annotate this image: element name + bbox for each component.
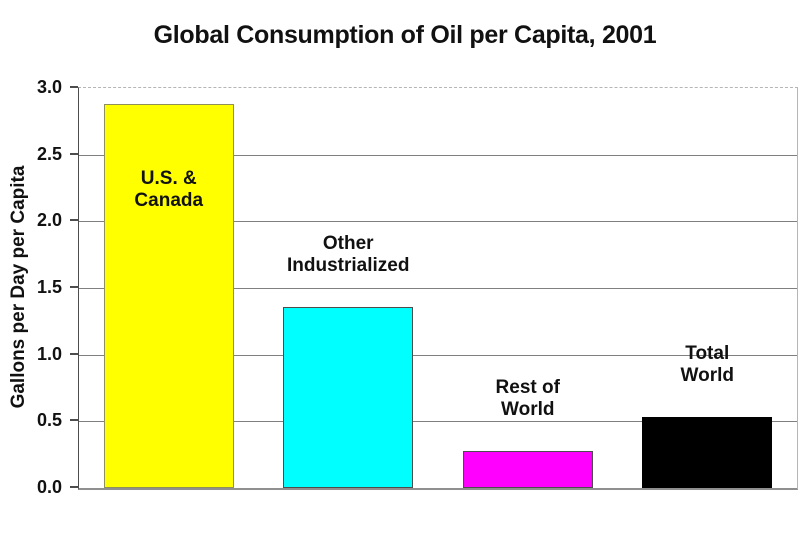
gridline (79, 221, 797, 223)
bar-label-line: Other (322, 232, 374, 254)
y-axis: 3.0 2.5 2.0 1.5 1.0 0.5 0.0 (0, 77, 78, 497)
y-tick-mark (70, 286, 78, 288)
bar-label-line: Canada (134, 190, 204, 211)
y-tick-mark (70, 86, 78, 88)
y-tick-mark (70, 152, 78, 155)
bar-us-canada (103, 104, 234, 488)
bar-label-line: World (501, 398, 555, 420)
plot-area: U.S. & Canada Other Industrialized Rest of Wo… (78, 87, 798, 490)
gridline (79, 354, 797, 356)
y-tick-label: 0.0 (36, 477, 62, 497)
bar-label-line: U.S. & (140, 168, 197, 189)
gridline (79, 288, 797, 289)
bar-label-line: World (680, 365, 734, 387)
bar-label-us-canada: U.S. & Canada (79, 168, 259, 212)
y-tick-label: 0.5 (36, 410, 62, 431)
gridline (79, 421, 797, 423)
bar-label-line: Industrialized (287, 254, 410, 276)
bar-label-other-industrialized: Other Industrialized (258, 233, 438, 277)
gridline (79, 154, 797, 156)
bar-other-industrialized (283, 306, 414, 488)
bar-label-line: Rest of (495, 376, 560, 398)
y-tick-label: 2.0 (36, 210, 62, 231)
bar-label-total-world: Total World (617, 343, 797, 387)
chart-title: Global Consumption of Oil per Capita, 20… (153, 21, 657, 49)
y-tick-mark (70, 352, 78, 355)
y-tick-label: 1.5 (36, 277, 62, 297)
bar-rest-of-world (462, 450, 593, 488)
bar-label-rest-of-world: Rest of World (438, 377, 618, 421)
bar-total-world (642, 417, 773, 488)
y-tick-mark (70, 419, 78, 422)
y-tick-mark (70, 219, 78, 222)
y-tick-label: 1.0 (36, 343, 62, 364)
y-tick-label: 3.0 (36, 77, 62, 97)
y-tick-mark (70, 486, 78, 488)
bar-label-line: Total (685, 343, 730, 365)
y-tick-label: 2.5 (36, 143, 62, 164)
